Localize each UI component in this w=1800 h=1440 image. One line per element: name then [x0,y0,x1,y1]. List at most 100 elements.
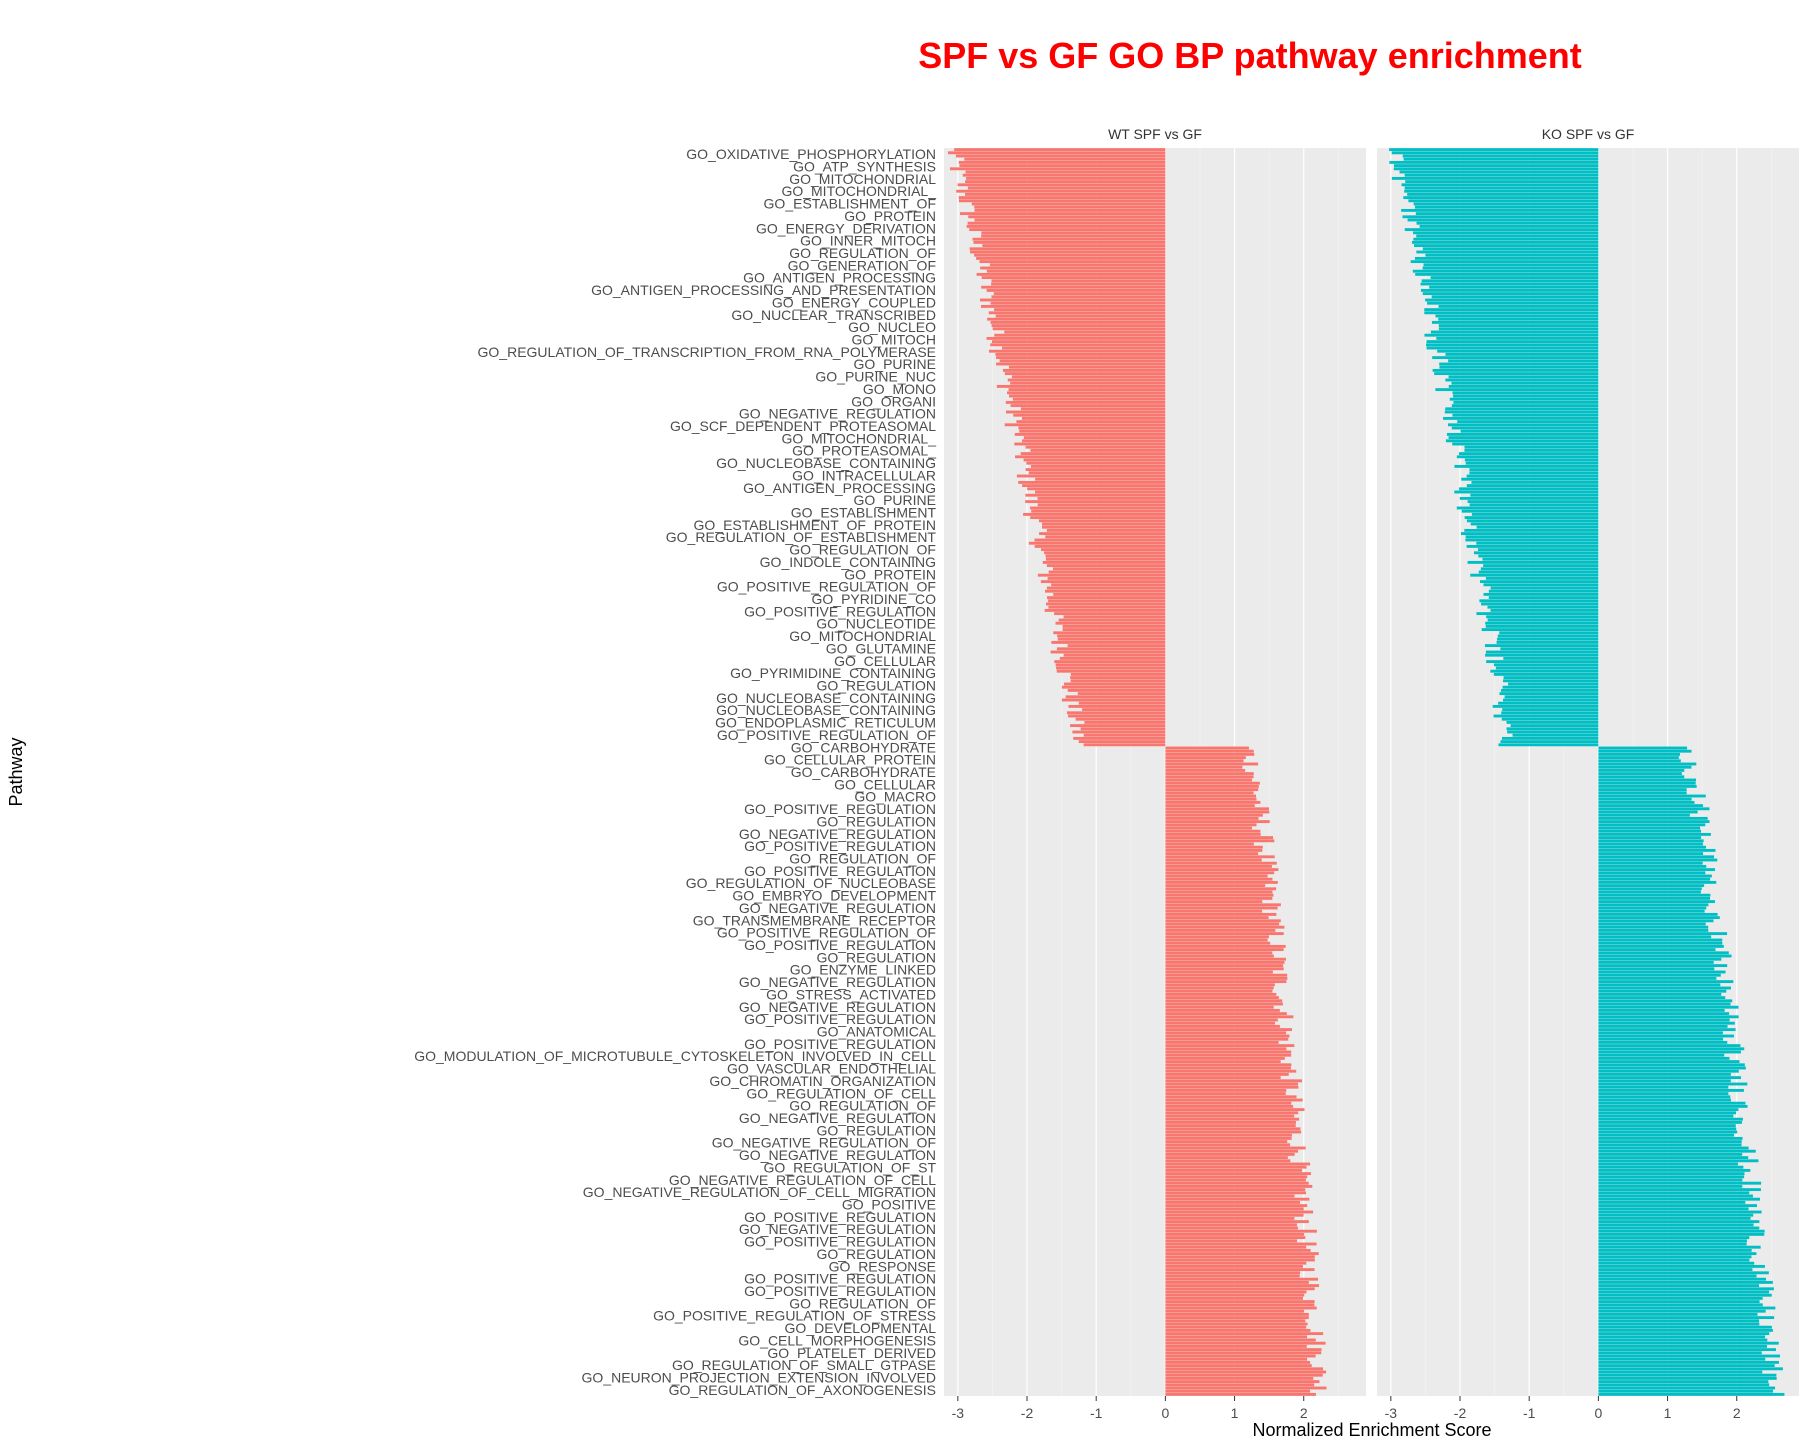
bar [1008,388,1166,392]
pathway-label: GO_REGULATION [816,1122,936,1138]
bar [1506,720,1599,724]
pathway-label: GO_REGULATION_OF_SMALL_GTPASE [672,1357,936,1373]
pathway-label: GO_DEVELOPMENTAL [785,1320,937,1336]
bar [1598,1194,1753,1198]
bar [1598,980,1734,984]
bar [1598,1120,1742,1124]
bar [1598,858,1718,862]
pathway-label: GO_ENDOPLASMIC_RETICULUM [715,715,936,731]
bar [1023,458,1166,462]
bar [1476,525,1599,529]
bar [1165,1098,1303,1102]
bar [1451,381,1599,385]
bar [948,151,1166,155]
bar [1598,989,1727,993]
bar [981,285,1166,289]
bar [980,266,1166,270]
pathway-label: GO_REGULATION_OF_CELL [746,1085,936,1101]
bar [1020,452,1166,456]
bar [1404,173,1599,177]
bar [1165,1015,1294,1019]
bar [958,160,1166,164]
bar [1039,532,1166,536]
bar [1598,1367,1783,1371]
bar [1165,1133,1292,1137]
bar [1598,1060,1740,1064]
bar [1165,1162,1311,1166]
bar [1165,1149,1299,1153]
pathway-label: GO_NEGATIVE_REGULATION [739,1221,936,1237]
bar [1598,919,1714,923]
bar [1041,525,1166,529]
bar [1456,506,1599,510]
bar [1470,573,1599,577]
bar [1407,192,1599,196]
bar [1404,189,1599,193]
bar [1073,736,1166,740]
bar [1165,807,1269,811]
bar [1005,410,1166,414]
bar [1165,1274,1300,1278]
bar [1410,260,1599,264]
x-tick-label: 2 [1300,1405,1308,1421]
bar [1399,170,1599,174]
bar [1165,816,1259,820]
bar [966,224,1166,228]
bar [1004,372,1166,376]
bar [1004,423,1166,427]
bar [1165,1216,1295,1220]
bar [1496,640,1599,644]
bar [1448,375,1599,379]
bar [1465,535,1599,539]
bar [1165,1312,1309,1316]
bar [1165,1152,1295,1156]
bar [1413,202,1599,206]
bar [1009,394,1166,398]
bar [1391,151,1599,155]
bar [1438,327,1599,331]
bar [1598,1085,1729,1089]
bar [1064,682,1166,686]
bar [1485,621,1599,625]
bar [1420,288,1599,292]
bar [1057,637,1166,641]
bar [1020,407,1166,411]
bar [1055,621,1166,625]
bar [1598,1383,1770,1387]
bar [1598,797,1692,801]
bar [1501,736,1599,740]
bar [1165,804,1255,808]
bar [1598,1136,1743,1140]
bar [986,288,1166,292]
bar [1070,672,1166,676]
bar [1405,180,1599,184]
bar [1598,1108,1739,1112]
facet-strip-label: KO SPF vs GF [1542,126,1635,142]
bar [1165,1376,1314,1380]
bar [990,320,1166,324]
bar [1459,487,1599,491]
bar [1598,756,1679,760]
bar [1058,618,1166,622]
bar [1165,1044,1295,1048]
bar [1598,948,1716,952]
bar [1165,922,1280,926]
pathway-label: GO_PLATELET_DERIVED [767,1345,936,1361]
bar [1598,1280,1773,1284]
bar [1051,583,1166,587]
bar [1389,160,1599,164]
bar [1598,887,1702,891]
bar [960,212,1166,216]
bar [1391,176,1599,180]
bar [1165,980,1287,984]
bar [1165,1309,1305,1313]
bar [1068,714,1166,718]
bar [1014,432,1166,436]
bar [1432,356,1599,360]
bar [1165,1213,1304,1217]
pathway-label: GO_NEURON_PROJECTION_EXTENSION_INVOLVED [582,1369,936,1385]
pathway-label: GO_CELLULAR [834,776,936,792]
bar [1483,583,1599,587]
bar [1437,349,1599,353]
bar [1510,724,1599,728]
